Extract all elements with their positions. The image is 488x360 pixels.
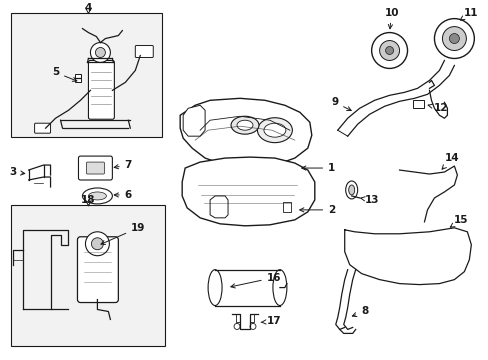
Ellipse shape — [88, 192, 106, 200]
Ellipse shape — [230, 116, 259, 134]
Text: 8: 8 — [351, 306, 367, 316]
Circle shape — [85, 232, 109, 256]
Ellipse shape — [345, 181, 357, 199]
Text: 12: 12 — [427, 103, 448, 113]
Polygon shape — [180, 98, 311, 168]
Circle shape — [433, 19, 473, 58]
Text: 13: 13 — [360, 195, 378, 205]
Text: 16: 16 — [230, 273, 281, 288]
FancyBboxPatch shape — [78, 156, 112, 180]
Text: 1: 1 — [301, 163, 335, 173]
Circle shape — [371, 32, 407, 68]
Text: 11: 11 — [459, 8, 478, 20]
FancyBboxPatch shape — [35, 123, 50, 133]
Circle shape — [234, 323, 240, 329]
Text: 2: 2 — [299, 205, 335, 215]
Text: 14: 14 — [441, 153, 459, 169]
Text: 17: 17 — [261, 316, 281, 327]
Bar — [75, 75, 81, 82]
Circle shape — [448, 33, 458, 44]
Bar — [11, 13, 162, 137]
Polygon shape — [183, 105, 204, 136]
Circle shape — [90, 42, 110, 62]
Ellipse shape — [264, 123, 285, 137]
FancyBboxPatch shape — [88, 60, 114, 119]
Polygon shape — [182, 157, 314, 226]
Text: 19: 19 — [101, 223, 145, 244]
Text: 4: 4 — [84, 3, 92, 13]
FancyBboxPatch shape — [135, 45, 153, 58]
Circle shape — [442, 27, 466, 50]
Ellipse shape — [237, 120, 252, 130]
Bar — [283, 202, 290, 212]
FancyBboxPatch shape — [77, 237, 118, 302]
Ellipse shape — [82, 188, 112, 204]
Ellipse shape — [348, 185, 354, 195]
Text: 10: 10 — [384, 8, 398, 29]
Text: 9: 9 — [330, 97, 350, 111]
FancyBboxPatch shape — [86, 162, 104, 174]
Circle shape — [91, 238, 103, 250]
Text: 7: 7 — [114, 160, 132, 170]
Ellipse shape — [257, 118, 292, 143]
Polygon shape — [210, 196, 227, 218]
Text: 5: 5 — [52, 67, 77, 81]
Circle shape — [379, 41, 399, 60]
Circle shape — [249, 323, 255, 329]
Ellipse shape — [208, 270, 222, 306]
Text: 3: 3 — [9, 167, 25, 177]
Bar — [412, 100, 424, 108]
Text: 18: 18 — [81, 195, 96, 205]
Circle shape — [385, 46, 393, 54]
Ellipse shape — [272, 270, 286, 306]
Circle shape — [95, 48, 105, 58]
Text: 15: 15 — [449, 215, 468, 227]
Text: 6: 6 — [114, 190, 132, 200]
Bar — [11, 205, 165, 346]
